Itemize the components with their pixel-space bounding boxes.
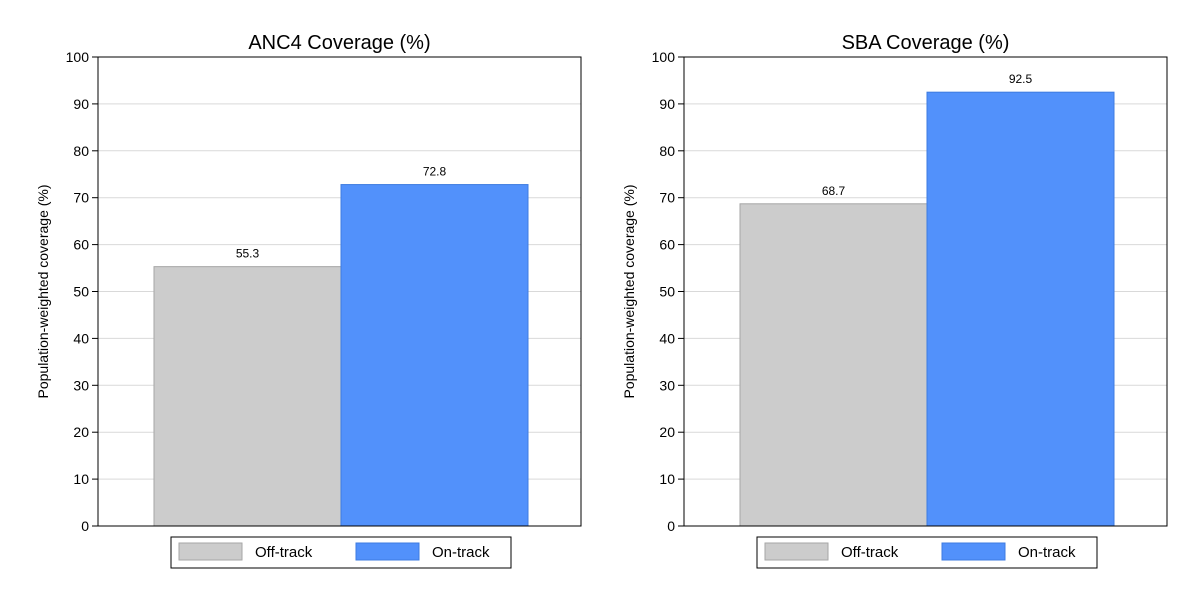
panel1-y-axis-label: Population-weighted coverage (%) xyxy=(35,184,51,398)
panel2-y-tick-label: 0 xyxy=(667,518,675,534)
panel2-data-label: 92.5 xyxy=(1009,72,1033,86)
panel2-y-axis-label: Population-weighted coverage (%) xyxy=(621,184,637,398)
panel2-legend-label-on-track: On-track xyxy=(1018,544,1076,561)
panel2-legend-label-off-track: Off-track xyxy=(841,544,899,561)
panel2-bar-off-track xyxy=(739,203,928,527)
panel2-y-tick-label: 20 xyxy=(659,424,675,440)
panel1-legend-label-off-track: Off-track xyxy=(255,544,313,561)
panel1-legend-swatch-off-track xyxy=(178,542,243,561)
panel2-y-tick-label: 40 xyxy=(659,330,675,346)
panel1-chart-title: ANC4 Coverage (%) xyxy=(248,32,430,54)
panel1-y-tick-label: 40 xyxy=(73,330,89,346)
panel2-legend-swatch-off-track xyxy=(764,542,829,561)
panel2-legend-swatch-on-track xyxy=(941,542,1006,561)
panel2-y-tick-label: 50 xyxy=(659,284,675,300)
panel1-bar-off-track xyxy=(153,266,342,527)
panel1-y-tick-label: 30 xyxy=(73,377,89,393)
panel2-y-tick-label: 10 xyxy=(659,471,675,487)
panel2-y-tick-label: 70 xyxy=(659,190,675,206)
panel2-data-label: 68.7 xyxy=(822,184,846,198)
panel1-y-tick-label: 50 xyxy=(73,284,89,300)
panel1-y-tick-label: 70 xyxy=(73,190,89,206)
panel1-y-tick-label: 20 xyxy=(73,424,89,440)
panel1-bar-on-track xyxy=(340,184,529,527)
panel1-y-tick-label: 80 xyxy=(73,143,89,159)
panel2-y-tick-label: 80 xyxy=(659,143,675,159)
panel2-y-tick-label: 100 xyxy=(652,49,676,65)
panel1-y-tick-label: 100 xyxy=(66,49,90,65)
panel1-legend-label-on-track: On-track xyxy=(432,544,490,561)
panel2-bar-on-track xyxy=(926,91,1115,527)
panel1-legend-swatch-on-track xyxy=(355,542,420,561)
panel1-y-tick-label: 60 xyxy=(73,237,89,253)
panel1-data-label: 55.3 xyxy=(236,247,260,261)
panel1-y-tick-label: 90 xyxy=(73,96,89,112)
panel2-y-tick-label: 60 xyxy=(659,237,675,253)
panel2-y-tick-label: 30 xyxy=(659,377,675,393)
panel1-data-label: 72.8 xyxy=(423,165,447,179)
panel1-y-tick-label: 10 xyxy=(73,471,89,487)
panel1-y-tick-label: 0 xyxy=(81,518,89,534)
panel2-y-tick-label: 90 xyxy=(659,96,675,112)
panel2-chart-title: SBA Coverage (%) xyxy=(842,32,1010,54)
